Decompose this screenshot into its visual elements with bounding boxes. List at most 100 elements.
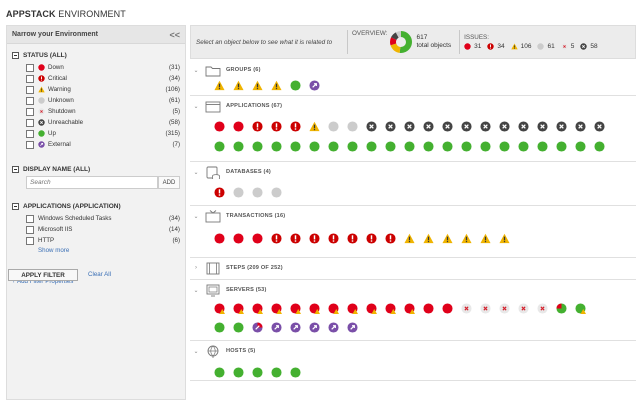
down-warn-status-icon[interactable] bbox=[328, 303, 339, 314]
issue-count[interactable]: 34 bbox=[497, 43, 505, 50]
status-filter-down[interactable]: Down (31) bbox=[7, 62, 185, 73]
checkbox[interactable] bbox=[26, 214, 34, 223]
external-status-icon[interactable] bbox=[290, 322, 301, 333]
display-name-search-input[interactable] bbox=[26, 176, 158, 189]
chevron-down-icon[interactable]: ⌄ bbox=[193, 67, 199, 74]
warning-status-icon[interactable] bbox=[461, 233, 472, 244]
down-status-icon[interactable] bbox=[233, 121, 244, 132]
apply-filter-button[interactable]: APPLY FILTER bbox=[8, 269, 78, 281]
section-header[interactable]: ⌄ TRANSACTIONS (16) bbox=[190, 208, 285, 224]
minus-box-icon[interactable] bbox=[12, 166, 19, 173]
up-status-icon[interactable] bbox=[309, 141, 320, 152]
checkbox[interactable] bbox=[26, 129, 34, 138]
up-status-icon[interactable] bbox=[404, 141, 415, 152]
unreachable-status-icon[interactable] bbox=[518, 121, 529, 132]
checkbox[interactable] bbox=[26, 85, 34, 94]
external-status-icon[interactable] bbox=[271, 322, 282, 333]
up-warn-status-icon[interactable] bbox=[575, 303, 586, 314]
down-status-icon[interactable] bbox=[214, 121, 225, 132]
critical-status-icon[interactable] bbox=[290, 233, 301, 244]
down-warn-status-icon[interactable] bbox=[271, 303, 282, 314]
critical-status-icon[interactable] bbox=[214, 187, 225, 198]
down-status-icon[interactable] bbox=[423, 303, 434, 314]
shutdown-status-icon[interactable] bbox=[499, 303, 510, 314]
up-status-icon[interactable] bbox=[385, 141, 396, 152]
critical-status-icon[interactable] bbox=[252, 121, 263, 132]
up-status-icon[interactable] bbox=[233, 322, 244, 333]
up-status-icon[interactable] bbox=[461, 141, 472, 152]
minus-box-icon[interactable] bbox=[12, 203, 19, 210]
unreachable-status-icon[interactable] bbox=[556, 121, 567, 132]
external-status-icon[interactable] bbox=[347, 322, 358, 333]
checkbox[interactable] bbox=[26, 236, 34, 245]
app-filter-row[interactable]: Microsoft IIS (14) bbox=[7, 224, 185, 235]
down-warn-status-icon[interactable] bbox=[366, 303, 377, 314]
add-button[interactable]: ADD bbox=[158, 176, 180, 189]
section-header[interactable]: ⌄ DATABASES (4) bbox=[190, 164, 271, 180]
warning-status-icon[interactable] bbox=[214, 80, 225, 91]
minus-box-icon[interactable] bbox=[12, 52, 19, 59]
shutdown-status-icon[interactable] bbox=[480, 303, 491, 314]
critical-status-icon[interactable] bbox=[271, 121, 282, 132]
display-name-filter-title[interactable]: DISPLAY NAME (ALL) bbox=[7, 166, 185, 173]
warning-status-icon[interactable] bbox=[480, 233, 491, 244]
section-header[interactable]: ⌄ GROUPS (6) bbox=[190, 62, 261, 78]
issue-count[interactable]: 58 bbox=[590, 43, 598, 50]
chevron-down-icon[interactable]: ⌄ bbox=[193, 287, 199, 294]
warning-status-icon[interactable] bbox=[309, 121, 320, 132]
up-status-icon[interactable] bbox=[442, 141, 453, 152]
shutdown-status-icon[interactable] bbox=[537, 303, 548, 314]
up-status-icon[interactable] bbox=[271, 367, 282, 378]
issue-count[interactable]: 5 bbox=[570, 43, 575, 50]
warning-status-icon[interactable] bbox=[271, 80, 282, 91]
issue-count[interactable]: 61 bbox=[547, 43, 555, 50]
down-warn-status-icon[interactable] bbox=[252, 303, 263, 314]
down-warn-status-icon[interactable] bbox=[290, 303, 301, 314]
collapse-sidebar-icon[interactable]: << bbox=[169, 29, 180, 40]
up-status-icon[interactable] bbox=[271, 141, 282, 152]
down-warn-status-icon[interactable] bbox=[404, 303, 415, 314]
warning-status-icon[interactable] bbox=[423, 233, 434, 244]
show-more-link[interactable]: Show more bbox=[38, 247, 70, 254]
issue-count[interactable]: 31 bbox=[474, 43, 482, 50]
up-status-icon[interactable] bbox=[594, 141, 605, 152]
external-status-icon[interactable] bbox=[309, 322, 320, 333]
unreachable-status-icon[interactable] bbox=[385, 121, 396, 132]
unreachable-status-icon[interactable] bbox=[423, 121, 434, 132]
down-status-icon[interactable] bbox=[233, 233, 244, 244]
status-filter-shutdown[interactable]: Shutdown (5) bbox=[7, 106, 185, 117]
unknown-status-icon[interactable] bbox=[233, 187, 244, 198]
checkbox[interactable] bbox=[26, 107, 34, 116]
down-status-icon[interactable] bbox=[442, 303, 453, 314]
up-status-icon[interactable] bbox=[537, 141, 548, 152]
unreachable-status-icon[interactable] bbox=[366, 121, 377, 132]
issue-count[interactable]: 106 bbox=[520, 43, 532, 50]
up-status-icon[interactable] bbox=[328, 141, 339, 152]
mixed-status-icon[interactable] bbox=[252, 322, 263, 333]
checkbox[interactable] bbox=[26, 225, 34, 234]
shutdown-status-icon[interactable] bbox=[461, 303, 472, 314]
up-status-icon[interactable] bbox=[347, 141, 358, 152]
down-up-status-icon[interactable] bbox=[556, 303, 567, 314]
status-filter-unknown[interactable]: Unknown (61) bbox=[7, 95, 185, 106]
unknown-status-icon[interactable] bbox=[252, 187, 263, 198]
app-filter-row[interactable]: Windows Scheduled Tasks (34) bbox=[7, 213, 185, 224]
warning-status-icon[interactable] bbox=[499, 233, 510, 244]
status-filter-title[interactable]: STATUS (ALL) bbox=[7, 52, 185, 59]
chevron-down-icon[interactable]: ⌄ bbox=[193, 103, 199, 110]
up-status-icon[interactable] bbox=[214, 322, 225, 333]
up-status-icon[interactable] bbox=[366, 141, 377, 152]
up-status-icon[interactable] bbox=[499, 141, 510, 152]
down-status-icon[interactable] bbox=[214, 233, 225, 244]
unreachable-status-icon[interactable] bbox=[404, 121, 415, 132]
applications-filter-title[interactable]: APPLICATIONS (APPLICATION) bbox=[7, 203, 185, 210]
status-filter-critical[interactable]: Critical (34) bbox=[7, 73, 185, 84]
up-status-icon[interactable] bbox=[480, 141, 491, 152]
unreachable-status-icon[interactable] bbox=[499, 121, 510, 132]
warning-status-icon[interactable] bbox=[404, 233, 415, 244]
chevron-down-icon[interactable]: ⌄ bbox=[193, 169, 199, 176]
unreachable-status-icon[interactable] bbox=[594, 121, 605, 132]
warning-status-icon[interactable] bbox=[252, 80, 263, 91]
section-header[interactable]: ⌄ HOSTS (5) bbox=[190, 343, 255, 359]
clear-all-link[interactable]: Clear All bbox=[88, 271, 112, 278]
